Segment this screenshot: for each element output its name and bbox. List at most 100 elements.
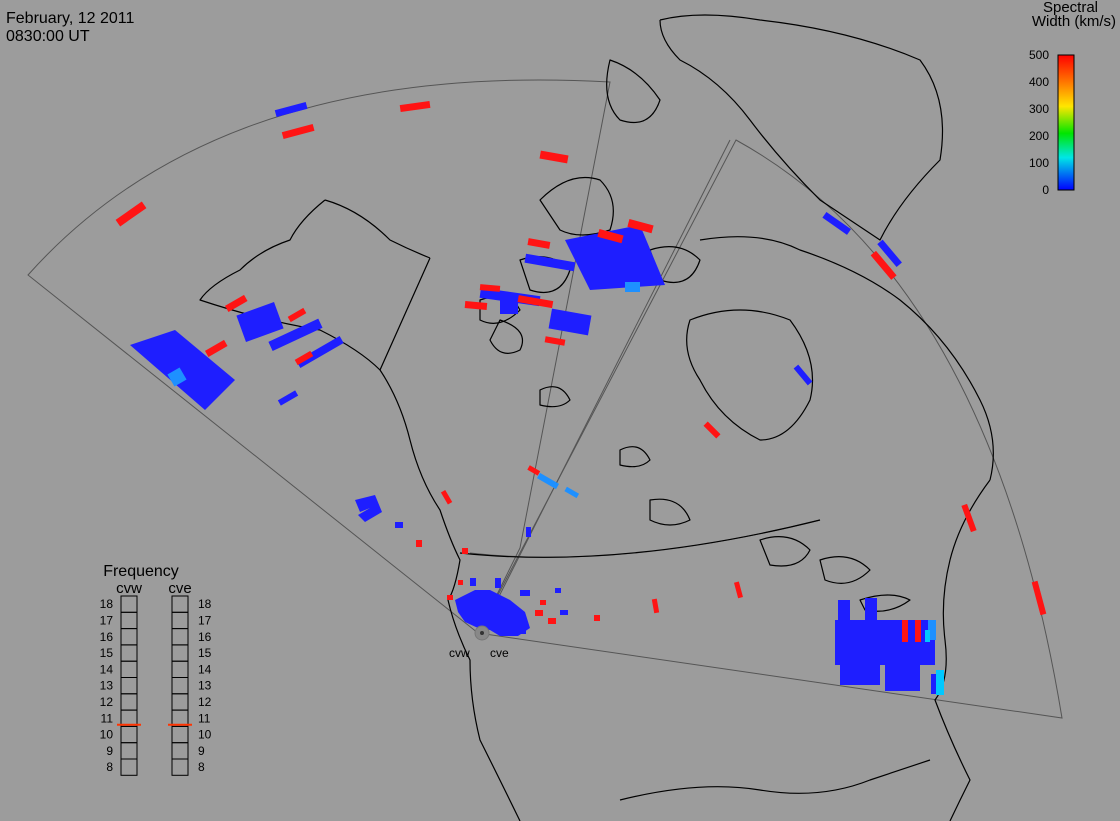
east-coast bbox=[934, 479, 991, 821]
echo-cell bbox=[462, 548, 468, 554]
coastlines bbox=[199, 14, 994, 821]
frequency-title: Frequency bbox=[103, 563, 179, 580]
fov-divider bbox=[481, 139, 731, 631]
echo-cell bbox=[115, 201, 147, 227]
colorbar-title-line1: Spectral bbox=[1043, 0, 1098, 16]
echo-cell bbox=[560, 610, 568, 615]
echo-cell bbox=[167, 367, 187, 387]
echo-cell bbox=[274, 101, 308, 118]
echo-cell bbox=[495, 578, 501, 588]
colorbar-ticks: 500 400 300 200 100 0 bbox=[1029, 48, 1049, 197]
echo-cell bbox=[651, 598, 660, 614]
echo-cell bbox=[520, 628, 526, 634]
frequency-box-cvw bbox=[120, 758, 138, 776]
frequency-box-cve bbox=[171, 611, 189, 630]
echo-cell bbox=[535, 610, 543, 616]
echo-cell bbox=[470, 578, 476, 586]
echo-cell bbox=[870, 250, 897, 280]
frequency-level-label: 9 bbox=[198, 744, 205, 758]
frequency-box-cve bbox=[171, 693, 189, 711]
frequency-level-label: 15 bbox=[100, 646, 114, 660]
frequency-box-cve bbox=[171, 758, 189, 776]
near-range-echoes bbox=[447, 578, 600, 636]
echo-cell bbox=[536, 472, 560, 490]
frequency-box-cve bbox=[171, 742, 189, 760]
echo-cell bbox=[540, 600, 546, 605]
labrador bbox=[699, 236, 994, 481]
frequency-level-label: 12 bbox=[198, 695, 212, 709]
echo-cell bbox=[296, 336, 344, 368]
frequency-level-label: 18 bbox=[100, 597, 114, 611]
frequency-box-cvw bbox=[120, 742, 138, 760]
frequency-box-cvw bbox=[120, 595, 138, 613]
freq-col-label-cve: cve bbox=[168, 580, 191, 597]
frequency-level-label: 10 bbox=[198, 728, 212, 742]
frequency-level-label: 9 bbox=[106, 744, 113, 758]
frequency-level-label: 11 bbox=[198, 711, 211, 725]
colorbar-title-line2: Width (km/s) bbox=[1032, 13, 1116, 30]
echo-cell bbox=[877, 239, 902, 268]
radar-site-center bbox=[480, 631, 484, 635]
frequency-level-label: 17 bbox=[198, 613, 212, 627]
frequency-level-label: 17 bbox=[100, 613, 114, 627]
arctic-echo-cluster bbox=[464, 150, 665, 346]
echo-cell bbox=[793, 364, 813, 386]
frequency-level-label: 12 bbox=[100, 695, 114, 709]
echo-cell bbox=[822, 211, 852, 235]
echo-cell bbox=[594, 615, 600, 621]
greenland bbox=[659, 14, 944, 241]
alaska-echo-cluster bbox=[130, 294, 344, 410]
frequency-level-label: 14 bbox=[198, 662, 212, 676]
echo-cell bbox=[931, 674, 936, 694]
frequency-level-label: 13 bbox=[198, 679, 212, 693]
echo-cell bbox=[1031, 580, 1047, 616]
echo-cell bbox=[527, 238, 551, 249]
echo-cell bbox=[416, 540, 422, 547]
echo-cell bbox=[703, 421, 721, 439]
frequency-level-label: 11 bbox=[101, 711, 114, 725]
frequency-box-cve bbox=[171, 725, 189, 744]
frequency-box-cve bbox=[171, 628, 189, 646]
echo-cell bbox=[597, 229, 624, 244]
echo-cell bbox=[281, 123, 315, 140]
echo-cell bbox=[236, 302, 284, 342]
colorbar-tick-label: 0 bbox=[1042, 183, 1049, 197]
echo-cell bbox=[625, 282, 640, 292]
frequency-level-label: 14 bbox=[100, 662, 114, 676]
alaska-border bbox=[379, 257, 431, 371]
echo-cell bbox=[925, 630, 930, 642]
freq-col-label-cvw: cvw bbox=[116, 580, 142, 597]
frequency-level-label: 8 bbox=[198, 760, 205, 774]
frequency-box-cvw bbox=[120, 677, 138, 695]
echo-cell bbox=[865, 598, 877, 622]
echo-cell bbox=[564, 486, 580, 499]
frequency-level-label: 16 bbox=[198, 630, 212, 644]
frequency-box-cvw bbox=[120, 660, 138, 679]
frequency-box-cve bbox=[171, 660, 189, 679]
echo-cell bbox=[524, 253, 576, 272]
echo-cell bbox=[479, 284, 501, 292]
spectral-width-legend: Spectral Width (km/s) 500 400 300 200 100 0 bbox=[1029, 0, 1116, 197]
great-lakes bbox=[759, 536, 911, 612]
radar-echoes bbox=[115, 100, 1047, 695]
inland-lakes bbox=[539, 386, 691, 526]
echo-cell bbox=[458, 580, 463, 585]
echo-cell bbox=[395, 522, 403, 528]
echo-cell bbox=[287, 307, 307, 323]
time-label: 0830:00 UT bbox=[6, 28, 90, 45]
colorbar-tick-label: 100 bbox=[1029, 156, 1049, 170]
echo-cell bbox=[224, 294, 248, 312]
echo-cell bbox=[526, 527, 531, 537]
echo-cell bbox=[902, 620, 908, 642]
echo-cell bbox=[928, 620, 936, 640]
radar-label-cvw: cvw bbox=[449, 646, 470, 660]
hudson-bay bbox=[686, 309, 814, 441]
frequency-box-cve bbox=[171, 595, 189, 613]
colorbar-tick-label: 300 bbox=[1029, 102, 1049, 116]
echo-cell bbox=[539, 150, 569, 164]
colorbar-tick-label: 200 bbox=[1029, 129, 1049, 143]
east-echo-cluster bbox=[835, 598, 944, 695]
alaska-north bbox=[324, 199, 431, 259]
echo-cell bbox=[733, 581, 743, 599]
